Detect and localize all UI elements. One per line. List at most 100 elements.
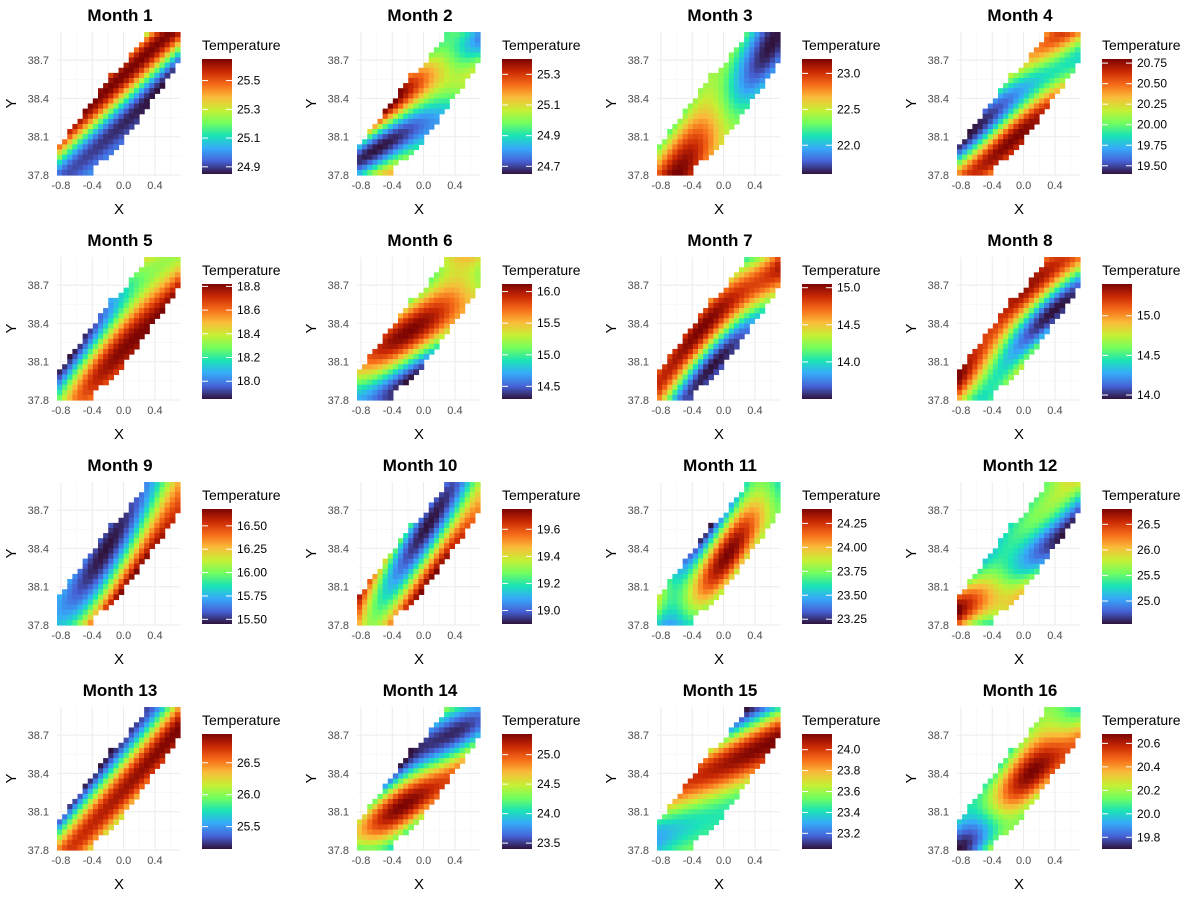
heat-cell [474, 47, 481, 54]
heat-cell [428, 277, 435, 284]
heat-cell [1044, 747, 1050, 754]
heat-cell [967, 129, 973, 135]
heat-cell [439, 108, 445, 115]
heat-cell [449, 517, 455, 524]
heat-cell [718, 763, 725, 769]
heat-cell [1074, 497, 1081, 504]
y-tick-label: 37.8 [628, 170, 649, 182]
heat-cell [382, 793, 389, 800]
heat-cell [433, 548, 440, 555]
heat-cell [372, 839, 379, 846]
heat-cell [67, 824, 73, 831]
heat-cell [1059, 722, 1066, 729]
heat-cell [977, 343, 984, 350]
heat-cell [744, 318, 750, 324]
heat-cell [367, 144, 373, 151]
heat-cell [672, 159, 679, 166]
heat-cell [149, 482, 155, 488]
heat-cell [972, 369, 979, 376]
heat-cell [413, 113, 420, 120]
heat-cell [713, 793, 720, 800]
heat-cell [428, 313, 435, 319]
x-tick-label: 0.4 [447, 855, 462, 867]
heat-cell [1059, 527, 1066, 534]
heat-cell [754, 502, 761, 509]
heat-cell [387, 374, 394, 381]
heat-cell [398, 154, 404, 161]
heat-cell [1069, 52, 1076, 59]
heat-cell [128, 67, 135, 74]
legend-tick-label: 19.0 [537, 603, 561, 617]
heat-cell [1074, 717, 1081, 723]
heat-cell [418, 752, 425, 759]
heat-cell [159, 737, 166, 744]
heat-cell [454, 88, 461, 94]
heat-cell [144, 98, 150, 105]
heat-cell [1008, 313, 1014, 319]
heat-cell [149, 727, 155, 734]
heat-cell [998, 359, 1004, 365]
heat-cell [357, 374, 363, 381]
heat-cell [749, 257, 755, 263]
heat-cell [372, 384, 379, 391]
heat-cell [164, 712, 171, 718]
heat-cell [1013, 333, 1020, 340]
heat-cell [92, 98, 99, 105]
heat-cell [439, 778, 445, 785]
heat-cell [703, 118, 709, 125]
heat-cell [1023, 573, 1030, 580]
heat-cell [113, 83, 120, 89]
heat-cell [967, 384, 973, 391]
panel-5: Month 5-0.8 -0.4 0.0 0.437.838.138.438.7XYT… [3, 231, 281, 443]
heat-cell [698, 568, 704, 575]
heat-cell [118, 747, 125, 754]
heat-cell [149, 297, 155, 304]
heat-cell [657, 824, 663, 831]
heat-cell [967, 614, 973, 621]
heat-cell [67, 839, 73, 846]
x-tick-label: 0.4 [747, 405, 762, 417]
x-tick-label: -0.4 [383, 630, 402, 642]
heat-cell [133, 727, 140, 734]
heat-cell [382, 844, 389, 851]
heat-cell [1008, 543, 1014, 549]
heat-cell [408, 144, 414, 151]
heat-cell [1033, 778, 1040, 785]
heat-cell [667, 844, 673, 851]
heat-cell [972, 139, 979, 145]
heat-cell [159, 712, 166, 718]
heat-cell [433, 287, 440, 294]
heat-cell [723, 773, 730, 780]
heat-cell [1064, 522, 1071, 529]
heat-cell [1069, 262, 1076, 268]
heat-cell [57, 604, 63, 611]
heat-cell [1023, 313, 1030, 319]
heat-cell [698, 348, 704, 355]
heat-cell [113, 113, 120, 120]
heat-cell [398, 793, 404, 800]
heat-cell [408, 343, 414, 350]
x-axis-title: X [414, 651, 424, 668]
heat-cell [169, 292, 176, 299]
heat-cell [692, 834, 699, 841]
heat-cell [392, 123, 399, 130]
heat-cell [1044, 67, 1050, 74]
heat-cell [1054, 497, 1061, 504]
heat-cell [439, 548, 445, 555]
heat-cell [982, 798, 989, 805]
heat-cell [103, 538, 109, 544]
heat-cell [667, 169, 673, 176]
heat-cell [982, 389, 989, 396]
heat-cell [464, 277, 471, 284]
heat-cell [769, 737, 776, 744]
heat-cell [672, 129, 679, 135]
heat-cell [962, 594, 968, 601]
heat-cell [739, 492, 745, 498]
heat-cell [444, 57, 450, 64]
heat-cell [657, 394, 663, 401]
heat-cell [708, 98, 714, 105]
heat-cell [708, 313, 714, 319]
heat-cell [1003, 798, 1009, 805]
heat-cell [998, 788, 1004, 795]
heat-cell [464, 32, 471, 38]
